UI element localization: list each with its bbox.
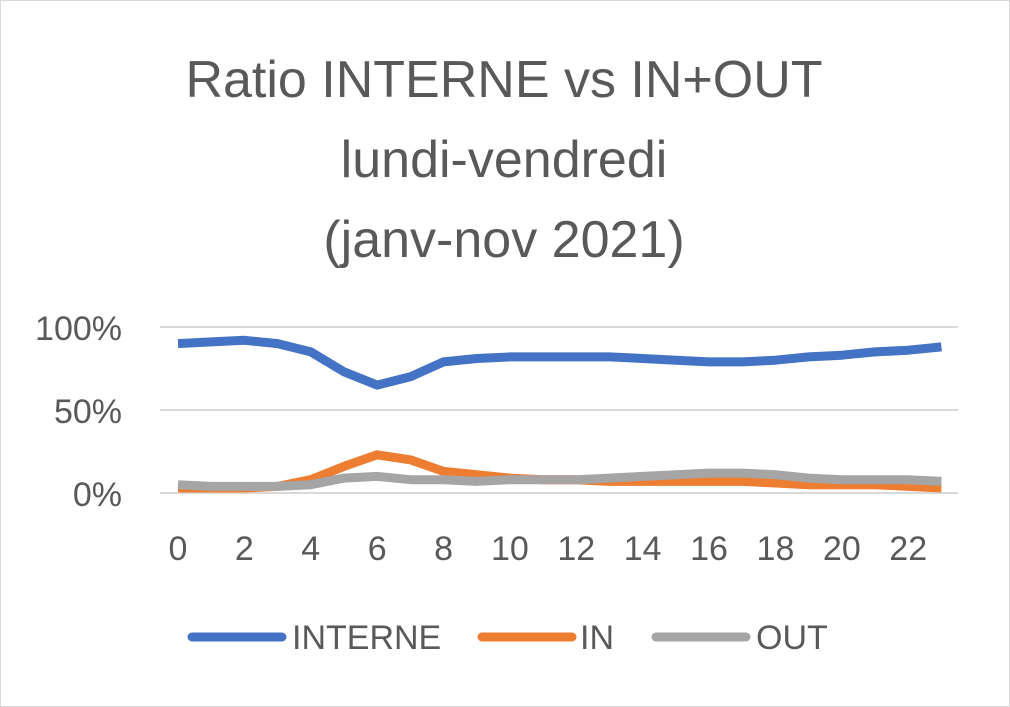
x-tick-label: 6 (368, 530, 387, 568)
x-tick-label: 16 (690, 530, 728, 568)
chart-title: Ratio INTERNE vs IN+OUT lundi-vendredi (… (0, 40, 1008, 280)
legend-label-interne: INTERNE (292, 619, 441, 657)
x-tick-label: 18 (757, 530, 795, 568)
chart-title-line-2: lundi-vendredi (340, 131, 668, 189)
y-axis-tick-labels: 0% 50% 100% (35, 310, 122, 514)
series-line-out (177, 468, 942, 491)
series-lines (177, 335, 942, 493)
chart-title-line-3: (janv-nov 2021) (323, 211, 685, 269)
gridlines (160, 326, 958, 494)
x-tick-label: 8 (434, 530, 453, 568)
legend-label-out: OUT (756, 619, 828, 657)
y-tick-label: 0% (73, 476, 122, 514)
series-line-interne (177, 335, 942, 390)
x-tick-label: 20 (823, 530, 861, 568)
x-axis-tick-labels: 0 2 4 6 8 10 12 14 16 18 20 22 (169, 530, 928, 568)
y-tick-label: 50% (54, 393, 122, 431)
x-tick-label: 12 (557, 530, 595, 568)
legend: INTERNE IN OUT (187, 619, 828, 657)
x-tick-label: 14 (624, 530, 662, 568)
x-tick-label: 4 (301, 530, 320, 568)
x-tick-label: 22 (889, 530, 927, 568)
x-tick-label: 0 (169, 530, 188, 568)
chart-title-line-1: Ratio INTERNE vs IN+OUT (185, 51, 823, 109)
legend-label-in: IN (580, 619, 614, 657)
y-tick-label: 100% (35, 310, 122, 348)
x-tick-label: 2 (235, 530, 254, 568)
x-tick-label: 10 (491, 530, 529, 568)
